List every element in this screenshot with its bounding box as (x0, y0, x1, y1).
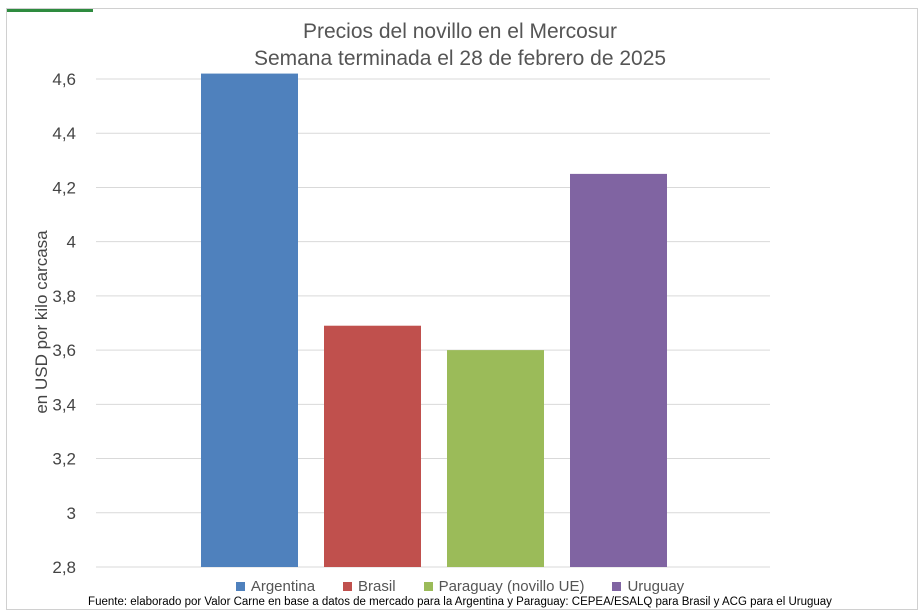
legend-label: Argentina (250, 578, 316, 595)
y-tick-label: 2,8 (52, 558, 76, 577)
legend-label: Uruguay (627, 578, 685, 595)
chart-title-line-2: Semana terminada el 28 de febrero de 202… (253, 47, 667, 70)
bar-argentina (201, 73, 298, 568)
bar-uruguay (570, 173, 667, 567)
y-tick-label: 4,4 (52, 124, 76, 143)
legend: Argentina Brasil Paraguay (novillo UE) Urug… (0, 578, 920, 595)
y-tick-label: 4 (67, 233, 76, 252)
y-tick-label: 3,4 (52, 395, 76, 414)
bar-paraguay (447, 350, 544, 567)
y-tick-label: 4,2 (52, 178, 76, 197)
bar-brasil (324, 325, 421, 567)
legend-swatch (343, 582, 353, 591)
chart-frame (6, 8, 918, 610)
legend-item-paraguay: Paraguay (novillo UE) (423, 578, 585, 595)
legend-label: Brasil (358, 578, 396, 595)
source-note: Fuente: elaborado por Valor Carne en bas… (88, 596, 832, 608)
selection-accent (7, 9, 93, 12)
legend-swatch (423, 582, 433, 591)
legend-label: Paraguay (novillo UE) (438, 578, 585, 595)
chart-title: Precios del novillo en el Mercosur Seman… (160, 18, 760, 72)
legend-swatch (612, 582, 622, 591)
legend-swatch (235, 582, 245, 591)
legend-item-argentina: Argentina (235, 578, 316, 595)
legend-item-brasil: Brasil (343, 578, 396, 595)
legend-item-uruguay: Uruguay (612, 578, 684, 595)
y-tick-label: 3 (67, 504, 76, 523)
y-tick-label: 3,6 (52, 341, 76, 360)
y-tick-label: 4,6 (52, 70, 76, 89)
y-tick-label: 3,2 (52, 450, 76, 469)
y-tick-label: 3,8 (52, 287, 76, 306)
chart-title-line-1: Precios del novillo en el Mercosur (303, 20, 617, 43)
